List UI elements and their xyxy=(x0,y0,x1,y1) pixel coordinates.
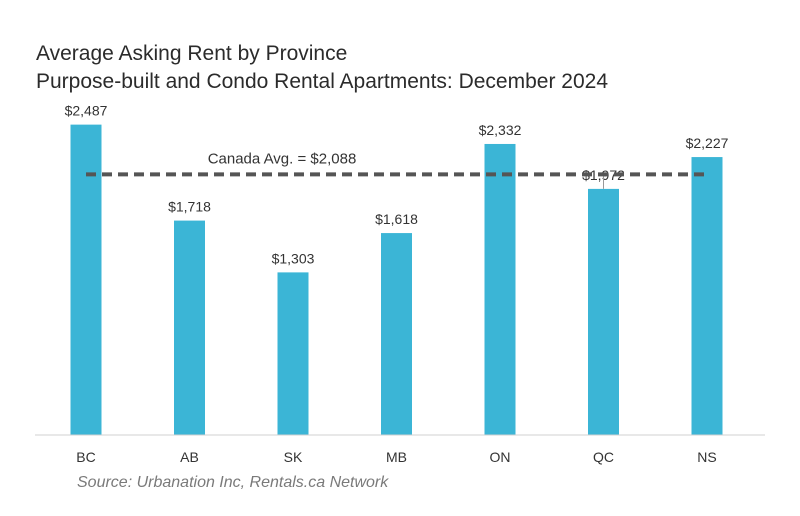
data-label-on: $2,332 xyxy=(479,122,522,138)
x-tick-label-ab: AB xyxy=(180,449,199,465)
data-label-mb: $1,618 xyxy=(375,211,418,227)
data-label-sk: $1,303 xyxy=(272,250,315,266)
chart-subtitle: Purpose-built and Condo Rental Apartment… xyxy=(36,70,609,93)
x-tick-label-on: ON xyxy=(490,449,511,465)
bar-qc xyxy=(588,188,619,435)
bar-sk xyxy=(277,272,309,435)
x-tick-label-sk: SK xyxy=(284,449,303,465)
bar-ns xyxy=(691,157,723,435)
data-label-ns: $2,227 xyxy=(686,135,729,151)
data-label-bc: $2,487 xyxy=(65,103,108,119)
x-tick-label-bc: BC xyxy=(76,449,95,465)
data-label-ab: $1,718 xyxy=(168,199,211,215)
source-note: Source: Urbanation Inc, Rentals.ca Netwo… xyxy=(77,474,389,491)
x-tick-label-ns: NS xyxy=(697,449,716,465)
bar-on xyxy=(484,143,516,435)
bar-ab xyxy=(174,220,205,435)
bar-bc xyxy=(70,124,102,435)
chart-title-block: Average Asking Rent by Province Purpose-… xyxy=(36,40,608,96)
bar-mb xyxy=(381,233,412,435)
x-tick-label-qc: QC xyxy=(593,449,614,465)
chart-title: Average Asking Rent by Province xyxy=(36,42,348,65)
x-tick-label-mb: MB xyxy=(386,449,407,465)
average-reference-label: Canada Avg. = $2,088 xyxy=(208,150,357,167)
